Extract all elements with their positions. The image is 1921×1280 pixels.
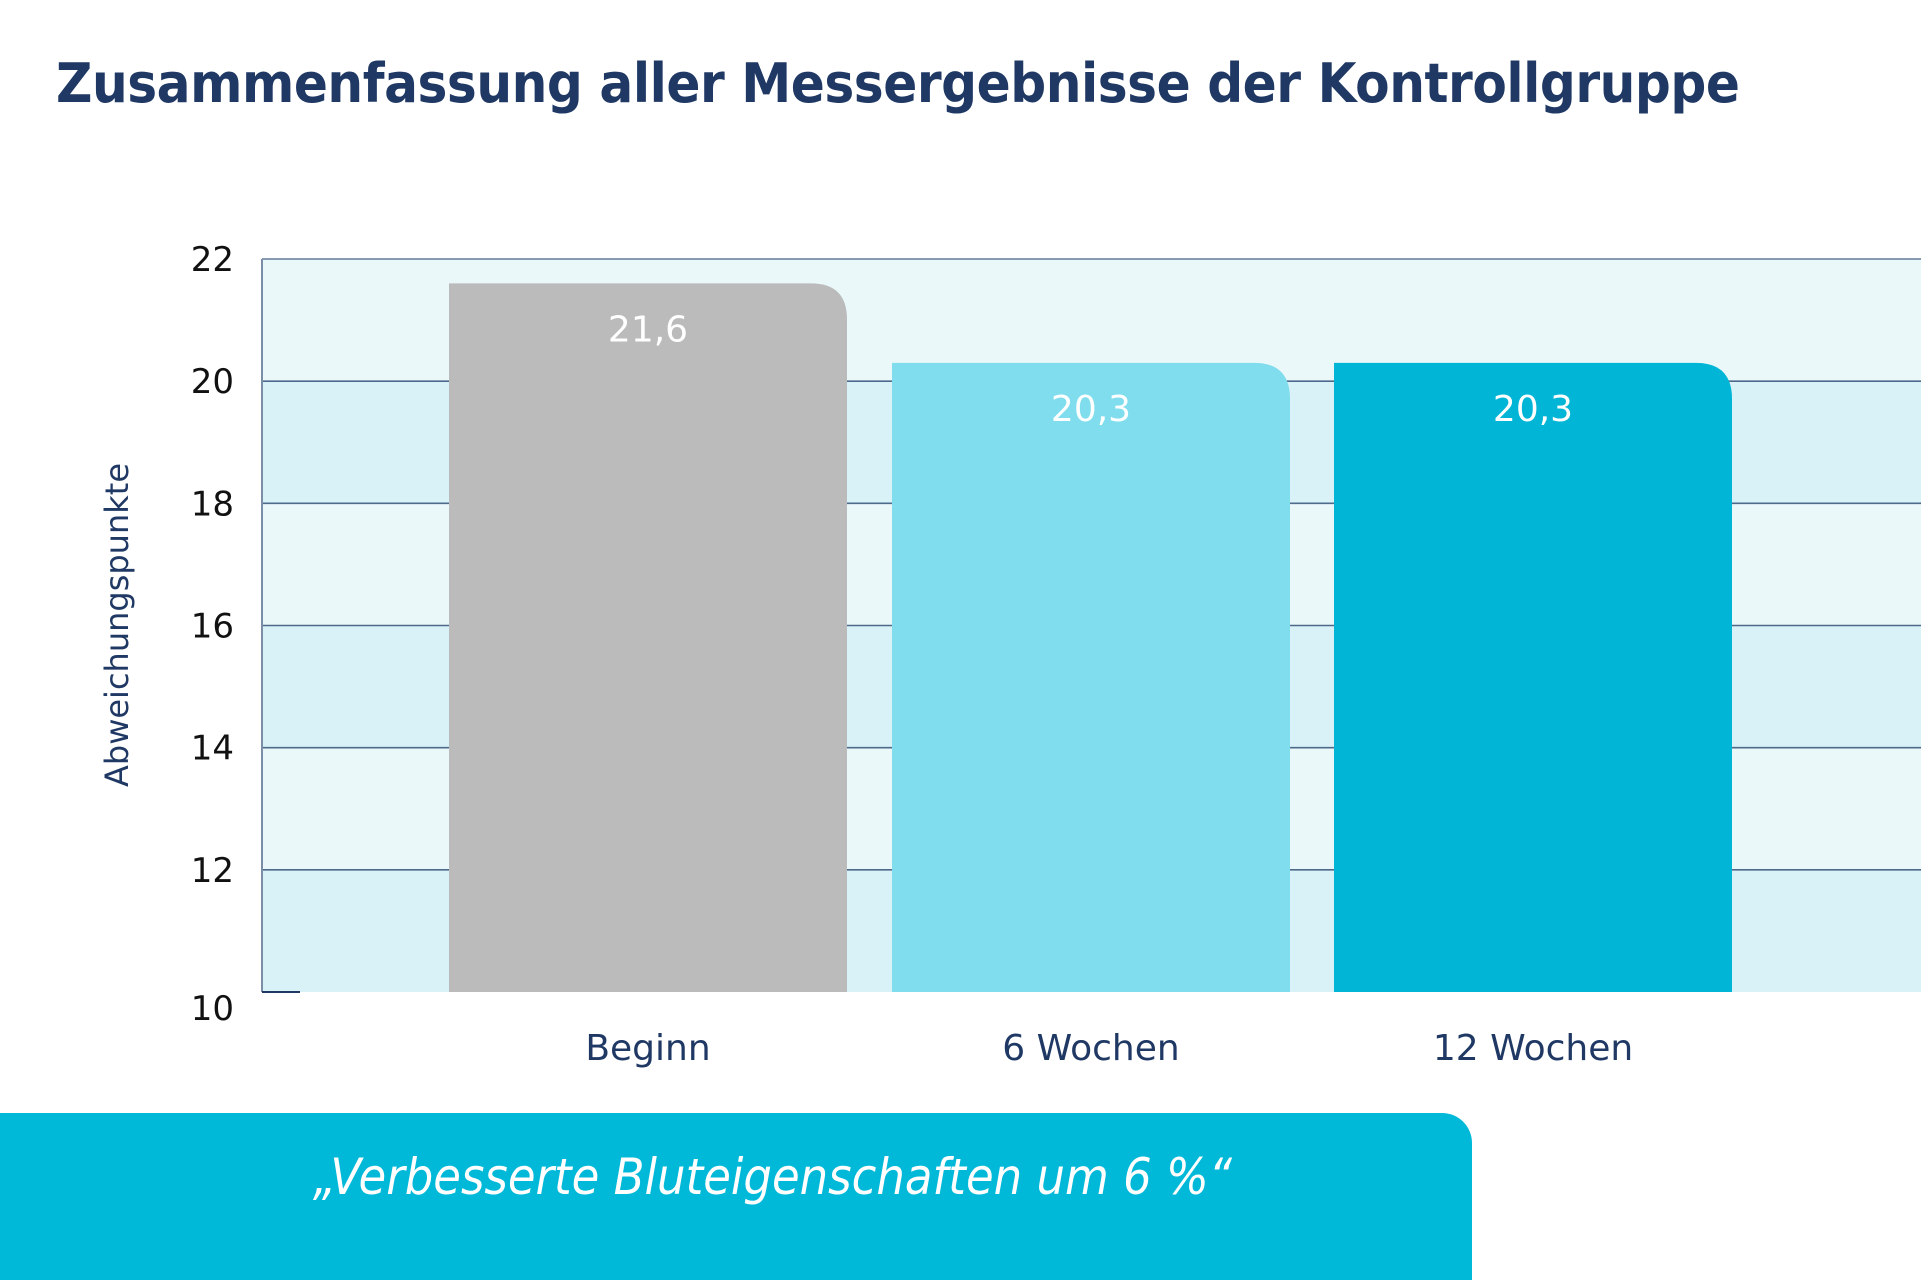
- bar-value-label: 20,3: [1051, 389, 1131, 430]
- bar-value-label: 20,3: [1493, 389, 1573, 430]
- bar-6-wochen: [892, 362, 1290, 992]
- x-axis-labels: Beginn 6 Wochen 12 Wochen: [585, 1028, 1633, 1069]
- chart-title: Zusammenfassung aller Messergebnisse der…: [56, 52, 1740, 115]
- y-axis-title: Abweichungspunkte: [98, 463, 136, 787]
- y-tick-label: 22: [191, 240, 234, 280]
- bar-beginn: [449, 283, 847, 992]
- bar-value-label: 21,6: [608, 309, 688, 350]
- y-tick-label: 16: [191, 607, 234, 647]
- x-tick-label: 12 Wochen: [1433, 1028, 1633, 1069]
- y-tick-label: 14: [191, 729, 234, 769]
- bar-12-wochen: [1334, 362, 1732, 992]
- summary-banner-text: „Verbesserte Bluteigenschaften um 6 %“: [312, 1148, 1233, 1206]
- y-axis-ticks: 10 12 14 16 18 20 22: [191, 240, 234, 1029]
- y-tick-label: 12: [191, 851, 234, 891]
- y-tick-label: 20: [191, 362, 234, 402]
- y-tick-label: 18: [191, 484, 234, 524]
- y-tick-label: 10: [191, 989, 234, 1029]
- bars: 21,6 20,3 20,3: [449, 283, 1732, 992]
- summary-banner: [0, 1113, 1472, 1280]
- bar-chart: 10 12 14 16 18 20 22 21,6 20,3 20,3 Beginn 6 Woch…: [98, 240, 1921, 1069]
- x-tick-label: Beginn: [585, 1028, 710, 1069]
- x-tick-label: 6 Wochen: [1002, 1028, 1179, 1069]
